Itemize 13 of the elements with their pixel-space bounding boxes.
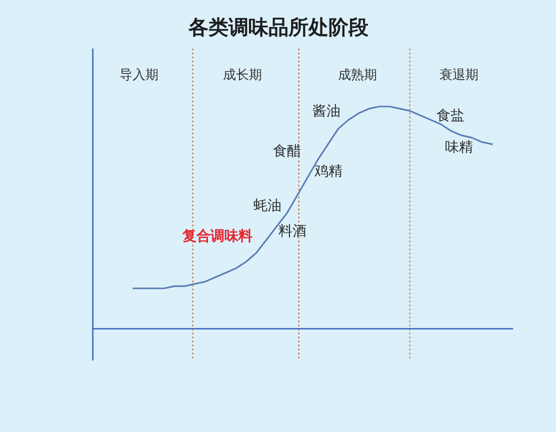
annotation: 味精 bbox=[445, 139, 473, 156]
text: 导入期 bbox=[120, 68, 158, 83]
annotation: 食盐 bbox=[436, 108, 464, 124]
text: 成熟期 bbox=[338, 68, 377, 83]
text: 成长期 bbox=[223, 68, 262, 83]
text: 衰退期 bbox=[440, 67, 478, 83]
annotation: 食醋 bbox=[273, 144, 301, 160]
annotation: 鸡精 bbox=[314, 164, 342, 180]
annotation: 蚝油 bbox=[253, 198, 282, 214]
annotation: 酱油 bbox=[312, 104, 341, 120]
chart-title: 各类调味品所处阶段 bbox=[187, 15, 370, 39]
annotation: 料酒 bbox=[278, 224, 307, 240]
annotation: 复合调味料 bbox=[181, 228, 252, 245]
